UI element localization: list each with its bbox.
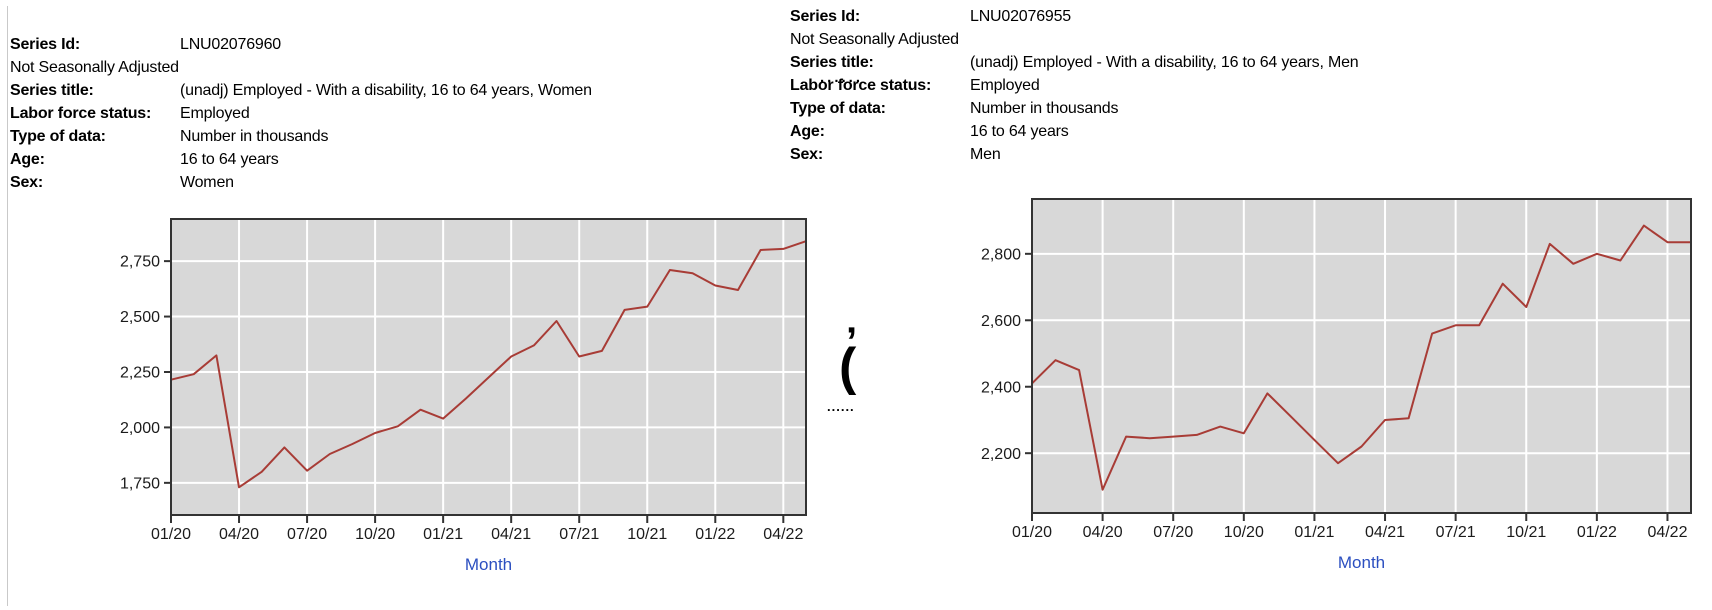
info-field-label: Age: bbox=[790, 123, 825, 140]
info-row: Age: 16 to 64 years bbox=[790, 120, 1710, 143]
x-tick-label: 01/21 bbox=[1294, 524, 1334, 541]
info-field-value: Employed bbox=[180, 105, 250, 122]
x-tick-label: 01/20 bbox=[1012, 524, 1052, 541]
artifact-dotted-leader-top: ...... bbox=[820, 69, 864, 86]
info-field-value: Men bbox=[970, 146, 1001, 163]
x-tick-label: 07/21 bbox=[1436, 524, 1476, 541]
artifact-clipped-paren-glyph: ( bbox=[839, 338, 857, 396]
chart-svg: 1,750 2,000 2,250 2,500 2,750 01/20 04/20 07/20… bbox=[120, 218, 807, 574]
info-field-value: Not Seasonally Adjusted bbox=[10, 59, 179, 76]
info-field-value: LNU02076955 bbox=[970, 8, 1071, 25]
x-axis-title: Month bbox=[465, 555, 512, 574]
info-field-value: (unadj) Employed - With a disability, 16… bbox=[970, 54, 1359, 71]
x-tick-label: 10/20 bbox=[355, 526, 395, 543]
left-edge-divider bbox=[7, 6, 8, 606]
plot-area bbox=[1032, 199, 1691, 513]
info-row: Series title: (unadj) Employed - With a d… bbox=[790, 51, 1710, 74]
info-field-value: Not Seasonally Adjusted bbox=[790, 31, 959, 48]
info-row: Sex: Women bbox=[10, 171, 730, 194]
y-tick-label: 2,600 bbox=[981, 313, 1021, 330]
info-field-label: Labor force status: bbox=[10, 105, 152, 122]
info-field-value: 16 to 64 years bbox=[180, 151, 279, 168]
info-row: Series Id: LNU02076955 bbox=[790, 5, 1710, 28]
info-row: Age: 16 to 64 years bbox=[10, 148, 730, 171]
y-tick-label: 2,500 bbox=[120, 309, 160, 326]
info-field-label: Series Id: bbox=[790, 8, 861, 25]
plot-border bbox=[1031, 198, 1692, 514]
info-row: Series Id: LNU02076960 bbox=[10, 33, 730, 56]
y-tick-label: 2,000 bbox=[120, 420, 160, 437]
info-field-label: Age: bbox=[10, 151, 45, 168]
x-tick-label: 10/20 bbox=[1224, 524, 1264, 541]
y-tick-label: 2,800 bbox=[981, 246, 1021, 263]
x-tick-label: 10/21 bbox=[1506, 524, 1546, 541]
x-axis-title: Month bbox=[1338, 553, 1385, 572]
info-field-value: Women bbox=[180, 174, 234, 191]
line-chart-women: 1,750 2,000 2,250 2,500 2,750 01/20 04/20 07/20… bbox=[95, 185, 820, 585]
info-field-label: Series title: bbox=[790, 54, 874, 71]
y-tick-label: 2,400 bbox=[981, 379, 1021, 396]
info-field-label: Series Id: bbox=[10, 36, 81, 53]
x-tick-label: 04/20 bbox=[219, 526, 259, 543]
info-row: Series title: (unadj) Employed - With a d… bbox=[10, 79, 730, 102]
info-row: Type of data: Number in thousands bbox=[10, 125, 730, 148]
data-series-line bbox=[170, 240, 807, 489]
info-row: Not Seasonally Adjusted bbox=[790, 28, 1710, 51]
info-field-value: (unadj) Employed - With a disability, 16… bbox=[180, 82, 592, 99]
info-row: Not Seasonally Adjusted bbox=[10, 56, 730, 79]
x-tick-label: 07/20 bbox=[1153, 524, 1193, 541]
y-tick-label: 1,750 bbox=[120, 475, 160, 492]
info-field-label: Series title: bbox=[10, 82, 94, 99]
info-field-value: LNU02076960 bbox=[180, 36, 281, 53]
y-tick-label: 2,200 bbox=[981, 446, 1021, 463]
y-tick-label: 2,250 bbox=[120, 365, 160, 382]
x-tick-label: 04/21 bbox=[491, 526, 531, 543]
x-tick-label: 10/21 bbox=[627, 526, 667, 543]
artifact-dotted-leader-bottom: ...... bbox=[827, 399, 855, 414]
series-info-women: Series Id: LNU02076960 Not Seasonally Adju… bbox=[10, 33, 730, 194]
info-field-label: Type of data: bbox=[10, 128, 106, 145]
x-tick-label: 07/20 bbox=[287, 526, 327, 543]
x-tick-label: 01/22 bbox=[1577, 524, 1617, 541]
artifact-clipped-quote-glyph: ’ bbox=[846, 320, 858, 364]
plot-area bbox=[171, 219, 806, 515]
x-tick-label: 01/20 bbox=[151, 526, 191, 543]
info-field-value: Employed bbox=[970, 77, 1040, 94]
info-row: Sex: Men bbox=[790, 143, 1710, 166]
info-field-value: Number in thousands bbox=[970, 100, 1119, 117]
series-info-men: Series Id: LNU02076955 Not Seasonally Adju… bbox=[790, 5, 1710, 166]
x-tick-label: 04/22 bbox=[1647, 524, 1687, 541]
info-row: Labor force status: Employed bbox=[10, 102, 730, 125]
x-tick-label: 04/20 bbox=[1083, 524, 1123, 541]
chart-svg: 2,200 2,400 2,600 2,800 01/20 04/20 07/20 10/20… bbox=[981, 198, 1692, 572]
x-tick-label: 04/21 bbox=[1365, 524, 1405, 541]
info-row: Type of data: Number in thousands bbox=[790, 97, 1710, 120]
info-field-value: 16 to 64 years bbox=[970, 123, 1069, 140]
plot-border bbox=[170, 218, 807, 516]
info-field-label: Type of data: bbox=[790, 100, 886, 117]
x-tick-label: 07/21 bbox=[559, 526, 599, 543]
y-tick-label: 2,750 bbox=[120, 254, 160, 271]
x-tick-label: 01/22 bbox=[695, 526, 735, 543]
info-field-value: Number in thousands bbox=[180, 128, 329, 145]
x-tick-label: 04/22 bbox=[763, 526, 803, 543]
data-series-line bbox=[1031, 224, 1691, 491]
info-field-label: Sex: bbox=[10, 174, 43, 191]
info-row: Labor force status: Employed bbox=[790, 74, 1710, 97]
info-field-label: Sex: bbox=[790, 146, 823, 163]
x-tick-label: 01/21 bbox=[423, 526, 463, 543]
info-field-label: Labor force status: bbox=[790, 77, 932, 94]
line-chart-men: 2,200 2,400 2,600 2,800 01/20 04/20 07/20 10/20… bbox=[950, 185, 1712, 585]
